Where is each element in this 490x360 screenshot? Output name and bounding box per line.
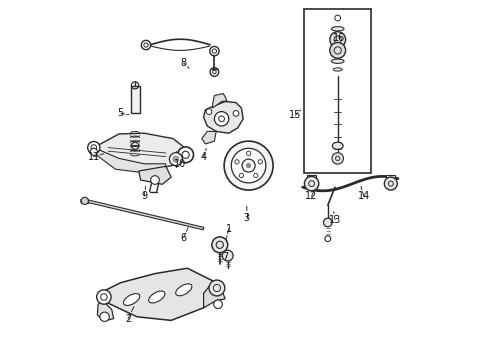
Circle shape [97,290,111,304]
Text: 7: 7 [222,252,228,262]
Circle shape [258,159,263,164]
Ellipse shape [123,293,140,306]
FancyArrow shape [86,200,204,230]
Text: 12: 12 [305,191,318,201]
Ellipse shape [333,68,342,71]
Polygon shape [94,133,189,169]
Circle shape [323,218,332,227]
Polygon shape [204,284,225,308]
Text: 5: 5 [118,108,124,118]
Polygon shape [139,166,171,184]
Polygon shape [213,94,227,108]
Text: 14: 14 [358,191,370,201]
Circle shape [88,141,100,154]
Circle shape [214,300,222,309]
Circle shape [81,197,88,204]
Circle shape [304,176,319,191]
Circle shape [254,174,258,178]
Bar [386,175,395,180]
Text: 3: 3 [244,213,250,223]
Circle shape [209,280,225,296]
Text: 6: 6 [181,233,187,243]
Ellipse shape [331,27,344,31]
Circle shape [170,153,182,166]
Circle shape [239,174,244,178]
Circle shape [246,163,251,168]
Circle shape [173,156,179,162]
Circle shape [332,153,343,164]
Ellipse shape [148,291,165,303]
Circle shape [90,148,98,156]
Text: 4: 4 [200,152,207,162]
Circle shape [222,250,233,261]
Circle shape [235,159,239,164]
Polygon shape [98,301,114,321]
Circle shape [206,109,212,114]
Circle shape [246,151,251,156]
Circle shape [335,15,341,21]
Circle shape [100,312,109,321]
Circle shape [215,112,229,126]
Bar [307,175,316,180]
Bar [304,9,371,173]
Ellipse shape [176,284,192,296]
Circle shape [224,141,273,190]
Bar [81,199,88,203]
Text: 16: 16 [333,33,345,43]
Circle shape [212,237,228,253]
Circle shape [178,147,194,163]
Text: 2: 2 [125,314,131,324]
Ellipse shape [331,59,344,63]
Circle shape [242,159,255,172]
Circle shape [231,148,266,183]
Circle shape [151,176,159,184]
Bar [130,86,140,113]
Text: 11: 11 [88,152,100,162]
Circle shape [233,111,239,116]
Polygon shape [103,268,220,320]
Text: 10: 10 [174,159,186,169]
Polygon shape [94,148,166,173]
Text: 13: 13 [329,215,341,225]
Circle shape [384,177,397,190]
Circle shape [325,236,331,242]
Polygon shape [202,131,216,144]
Text: 8: 8 [181,58,187,68]
Text: 9: 9 [141,191,147,201]
Circle shape [330,42,345,58]
Polygon shape [204,102,243,133]
Text: 15: 15 [289,110,301,120]
Text: 1: 1 [226,224,232,234]
Circle shape [330,32,345,48]
Ellipse shape [332,142,343,149]
